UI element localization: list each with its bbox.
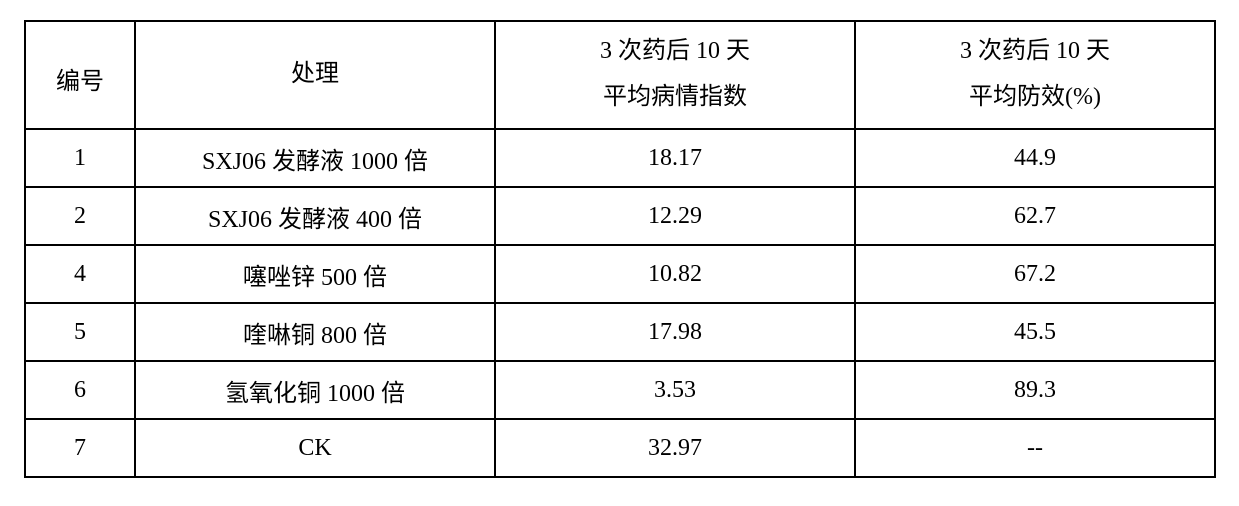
col-header-treatment-label: 处理: [140, 52, 490, 98]
cell-efficacy: 45.5: [855, 303, 1215, 361]
cell-disease: 12.29: [495, 187, 855, 245]
cell-treatment: 喹啉铜 800 倍: [135, 303, 495, 361]
table-row: 5 喹啉铜 800 倍 17.98 45.5: [25, 303, 1215, 361]
table-row: 2 SXJ06 发酵液 400 倍 12.29 62.7: [25, 187, 1215, 245]
cell-disease: 10.82: [495, 245, 855, 303]
cell-id: 6: [25, 361, 135, 419]
cell-efficacy: 44.9: [855, 129, 1215, 187]
efficacy-table: 编号 处理 3 次药后 10 天 平均病情指数 3 次药后 10 天 平均防效(…: [24, 20, 1216, 478]
cell-efficacy: 67.2: [855, 245, 1215, 303]
cell-disease: 18.17: [495, 129, 855, 187]
col-header-disease-line1: 3 次药后 10 天: [500, 29, 850, 75]
cell-disease: 17.98: [495, 303, 855, 361]
cell-treatment: 氢氧化铜 1000 倍: [135, 361, 495, 419]
table-row: 1 SXJ06 发酵液 1000 倍 18.17 44.9: [25, 129, 1215, 187]
table-row: 6 氢氧化铜 1000 倍 3.53 89.3: [25, 361, 1215, 419]
col-header-id-label: 编号: [30, 60, 130, 106]
cell-efficacy: 62.7: [855, 187, 1215, 245]
cell-disease: 3.53: [495, 361, 855, 419]
cell-id: 5: [25, 303, 135, 361]
cell-efficacy: 89.3: [855, 361, 1215, 419]
table-header-row: 编号 处理 3 次药后 10 天 平均病情指数 3 次药后 10 天 平均防效(…: [25, 21, 1215, 129]
cell-disease: 32.97: [495, 419, 855, 477]
cell-treatment: SXJ06 发酵液 400 倍: [135, 187, 495, 245]
col-header-disease: 3 次药后 10 天 平均病情指数: [495, 21, 855, 129]
col-header-disease-line2: 平均病情指数: [500, 75, 850, 121]
cell-id: 1: [25, 129, 135, 187]
cell-id: 2: [25, 187, 135, 245]
table-row: 4 噻唑锌 500 倍 10.82 67.2: [25, 245, 1215, 303]
table-container: 编号 处理 3 次药后 10 天 平均病情指数 3 次药后 10 天 平均防效(…: [0, 0, 1239, 498]
col-header-efficacy: 3 次药后 10 天 平均防效(%): [855, 21, 1215, 129]
col-header-efficacy-line1: 3 次药后 10 天: [860, 29, 1210, 75]
table-row: 7 CK 32.97 --: [25, 419, 1215, 477]
cell-id: 7: [25, 419, 135, 477]
col-header-treatment: 处理: [135, 21, 495, 129]
cell-treatment: CK: [135, 419, 495, 477]
cell-treatment: SXJ06 发酵液 1000 倍: [135, 129, 495, 187]
col-header-id: 编号: [25, 21, 135, 129]
col-header-efficacy-line2: 平均防效(%): [860, 75, 1210, 121]
cell-id: 4: [25, 245, 135, 303]
cell-treatment: 噻唑锌 500 倍: [135, 245, 495, 303]
cell-efficacy: --: [855, 419, 1215, 477]
